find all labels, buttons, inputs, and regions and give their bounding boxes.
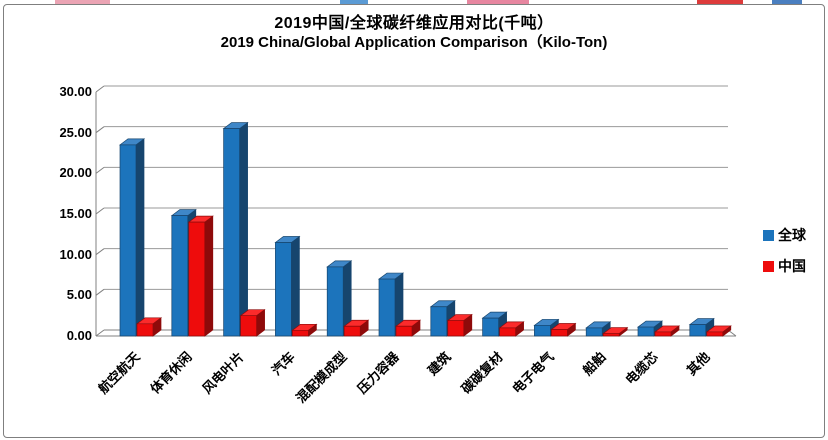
y-axis-tick — [95, 288, 105, 296]
y-axis-tick — [95, 85, 105, 93]
legend-label-china: 中国 — [778, 258, 806, 274]
bar-face — [188, 221, 206, 337]
bar-face — [447, 320, 465, 337]
bar-face — [602, 333, 620, 337]
bar-china-船舶 — [602, 326, 629, 337]
bar-face — [430, 306, 448, 337]
y-axis-tick — [95, 248, 105, 256]
bar-china-汽车 — [291, 323, 318, 337]
top-edge-artifact — [697, 0, 743, 4]
bar-global-航空航天 — [118, 138, 146, 337]
y-axis-tick — [95, 126, 105, 134]
bar-face — [499, 327, 516, 337]
bar-face — [136, 323, 154, 337]
bar-face — [292, 329, 309, 337]
top-edge-artifact — [340, 0, 368, 4]
bar-china-体育休闲 — [187, 215, 214, 337]
legend: 全球 中国 — [763, 225, 806, 287]
bar-global-混配模成型 — [326, 260, 353, 337]
y-tick-label: 30.00 — [59, 84, 92, 99]
top-edge-artifact — [55, 0, 110, 4]
y-axis-tick — [95, 329, 105, 337]
bar-face — [343, 325, 361, 337]
top-edge-artifact — [467, 0, 529, 4]
bar-face — [482, 317, 499, 337]
bar-face — [654, 331, 672, 337]
bar-china-建筑 — [446, 313, 473, 337]
y-tick-label: 0.00 — [66, 328, 92, 343]
bar-face — [171, 215, 189, 337]
bar-china-其他 — [705, 325, 732, 337]
bar-face — [119, 144, 137, 337]
chart-title-zh: 2019中国/全球碳纤维应用对比(千吨） — [274, 15, 554, 32]
legend-swatch-global — [763, 229, 774, 241]
chart-title-en: 2019 China/Global Application Comparison… — [220, 34, 608, 51]
y-axis-tick — [95, 207, 105, 215]
y-tick-label: 5.00 — [66, 287, 92, 303]
bar-face — [534, 325, 551, 337]
bar-china-风电叶片 — [239, 308, 266, 337]
bar-face — [585, 327, 603, 337]
bar-global-汽车 — [274, 235, 301, 337]
bar-china-电缆芯 — [653, 325, 681, 337]
y-tick-label: 20.00 — [59, 165, 92, 181]
bar-face — [275, 242, 292, 337]
bar-china-碳碳复材 — [498, 321, 525, 337]
bar-china-航空航天 — [135, 317, 163, 337]
y-tick-label: 15.00 — [59, 206, 92, 221]
bar-face — [689, 324, 707, 337]
y-tick-label: 10.00 — [59, 246, 92, 262]
legend-item-global: 全球 — [763, 225, 806, 245]
bar-face — [706, 331, 724, 337]
y-axis-tick — [95, 166, 105, 174]
bar-global-压力容器 — [377, 272, 405, 337]
bar-face — [637, 326, 655, 337]
bar-face — [551, 329, 568, 337]
legend-label-global: 全球 — [778, 227, 806, 243]
legend-swatch-china — [763, 260, 774, 272]
bar-face — [135, 138, 145, 337]
y-tick-label: 25.00 — [59, 124, 92, 140]
bar-global-电缆芯 — [636, 320, 664, 337]
bar-face — [240, 315, 257, 337]
legend-item-china: 中国 — [763, 256, 806, 276]
bar-china-电子电气 — [550, 322, 577, 337]
bar-china-混配模成型 — [343, 319, 370, 337]
bar-face — [395, 325, 413, 337]
bar-face — [204, 215, 214, 337]
bar-face — [291, 235, 300, 337]
bar-face — [239, 121, 248, 337]
bar-face — [378, 278, 396, 337]
bar-china-压力容器 — [394, 319, 422, 337]
bar-face — [326, 266, 344, 337]
top-edge-artifact — [772, 0, 802, 4]
bar-global-风电叶片 — [222, 121, 249, 337]
bar-face — [223, 128, 240, 337]
